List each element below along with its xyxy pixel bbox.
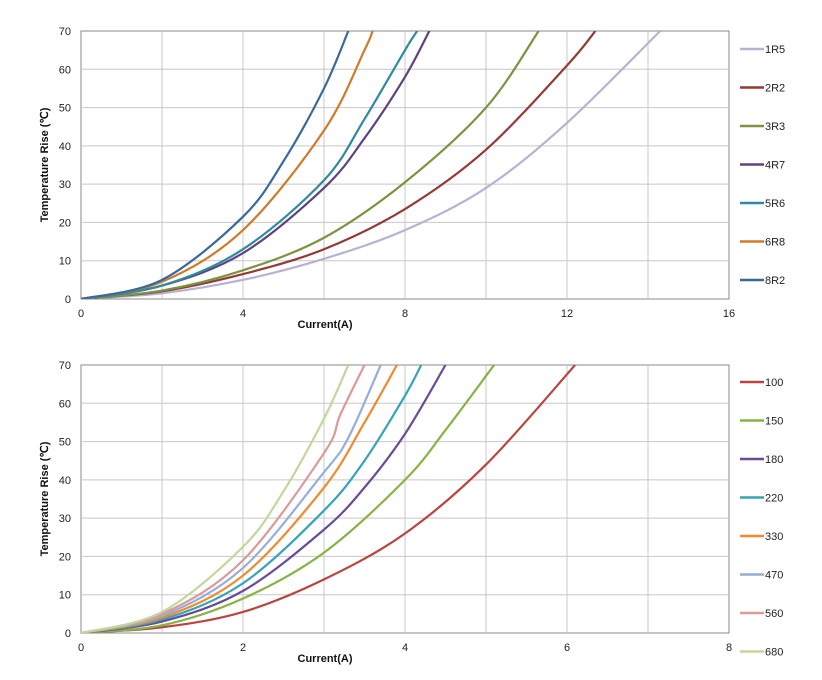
y-tick-label: 70 (59, 26, 71, 38)
x-tick-label: 12 (561, 308, 573, 320)
legend-label: 220 (765, 493, 783, 505)
series-line-150 (81, 365, 495, 633)
series-line-470 (81, 365, 382, 633)
series-line-8R2 (81, 31, 350, 299)
x-tick-label: 0 (78, 642, 84, 654)
legend-label: 100 (765, 377, 783, 389)
chart-1: 0 10 20 30 40 50 60 70 0 4 8 12 16 Current(A) Temperat… (39, 26, 785, 331)
y-tick-label: 30 (59, 179, 71, 191)
y-tick-label: 10 (59, 590, 71, 602)
y-tick-label: 40 (59, 475, 71, 487)
legend-label: 680 (765, 647, 783, 659)
y-tick-label: 0 (65, 628, 71, 640)
series-line-680 (81, 365, 350, 633)
x-axis-label: Current(A) (298, 653, 353, 665)
series-line-1R5 (81, 31, 661, 299)
y-axis-label: Temperature Rise (℃) (39, 441, 51, 556)
legend-label: 6R8 (765, 237, 785, 249)
y-tick-label: 10 (59, 256, 71, 268)
x-tick-label: 8 (402, 308, 408, 320)
legend-label: 330 (765, 531, 783, 543)
x-tick-label: 4 (240, 308, 246, 320)
x-tick-label: 6 (564, 642, 570, 654)
x-tick-label: 4 (402, 642, 408, 654)
legend-label: 4R7 (765, 160, 785, 172)
series-line-3R3 (81, 31, 540, 299)
legend-label: 8R2 (765, 275, 785, 287)
legend-label: 5R6 (765, 198, 785, 210)
legend-label: 470 (765, 570, 783, 582)
x-tick-label: 8 (726, 642, 732, 654)
y-tick-label: 20 (59, 551, 71, 563)
chart-2: 0 10 20 30 40 50 60 70 0 2 4 6 8 Current(A) Temperatur… (39, 360, 783, 665)
y-tick-label: 50 (59, 103, 71, 115)
series-line-100 (81, 365, 576, 633)
legend: 100 150 180 220 330 470 560 680 (740, 377, 783, 659)
series-line-180 (81, 365, 447, 633)
x-tick-label: 2 (240, 642, 246, 654)
x-tick-label: 16 (723, 308, 735, 320)
legend-label: 1R5 (765, 44, 785, 56)
y-tick-label: 0 (65, 294, 71, 306)
legend: 1R5 2R2 3R3 4R7 5R6 6R8 8R2 (740, 44, 785, 287)
legend-label: 3R3 (765, 121, 785, 133)
y-tick-label: 70 (59, 360, 71, 372)
series-line-220 (81, 365, 423, 633)
y-tick-label: 50 (59, 437, 71, 449)
x-axis-label: Current(A) (298, 319, 353, 331)
x-tick-label: 0 (78, 308, 84, 320)
legend-label: 150 (765, 416, 783, 428)
y-axis-label: Temperature Rise (℃) (39, 107, 51, 222)
legend-label: 2R2 (765, 83, 785, 95)
series-line-330 (81, 365, 398, 633)
y-tick-label: 30 (59, 513, 71, 525)
y-tick-label: 20 (59, 217, 71, 229)
y-tick-label: 60 (59, 64, 71, 76)
series-line-6R8 (81, 31, 374, 299)
series-line-5R6 (81, 31, 419, 299)
y-tick-label: 60 (59, 398, 71, 410)
legend-label: 180 (765, 454, 783, 466)
y-tick-label: 40 (59, 141, 71, 153)
legend-label: 560 (765, 608, 783, 620)
